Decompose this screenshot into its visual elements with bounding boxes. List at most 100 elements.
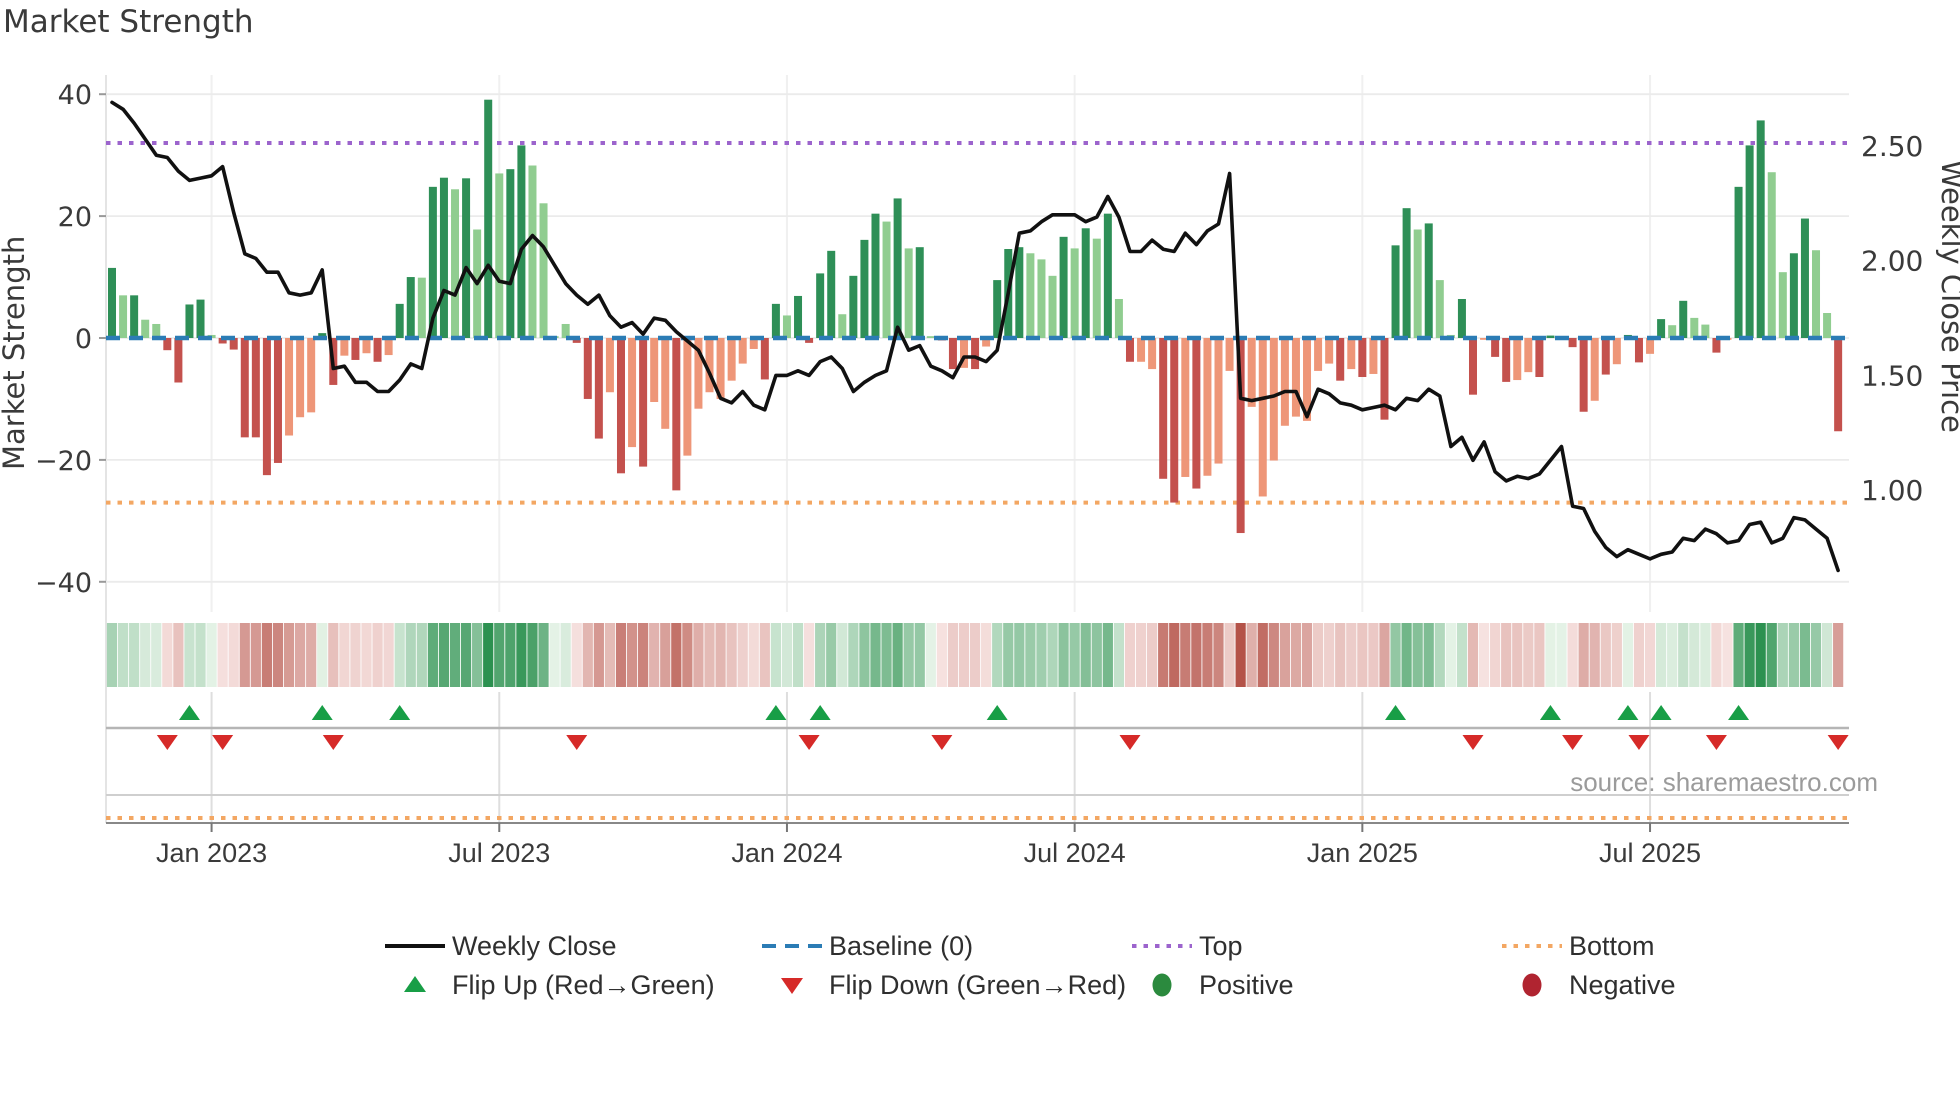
heatmap-cell — [626, 623, 638, 687]
heatmap-cell — [283, 623, 295, 687]
strength-bar — [351, 338, 360, 360]
legend-label: Positive — [1199, 970, 1294, 1000]
strength-bar — [484, 99, 493, 338]
strength-bar — [1236, 338, 1245, 534]
heatmap-cell — [992, 623, 1003, 687]
heatmap-cell — [1147, 623, 1158, 687]
flip-down-marker — [798, 735, 820, 750]
heatmap-cell — [1058, 623, 1069, 687]
positive-dot-icon — [1152, 973, 1172, 997]
heatmap-cell — [792, 623, 804, 687]
heatmap-cell — [1213, 623, 1224, 687]
flip-up-marker — [1539, 705, 1561, 720]
heatmap-cell — [339, 623, 350, 687]
flip-up-marker — [389, 705, 411, 720]
heatmap-cell — [1368, 623, 1379, 687]
strength-bar — [1159, 338, 1168, 479]
strength-bar — [993, 280, 1002, 338]
strength-bar — [1092, 238, 1101, 338]
strength-bar — [882, 221, 891, 338]
strength-bar — [285, 338, 294, 436]
left-tick-label: −40 — [35, 568, 92, 599]
strength-bar — [406, 277, 415, 338]
weekly-close-line — [110, 100, 1840, 573]
flip-up-marker — [809, 705, 831, 720]
heatmap-cell — [162, 623, 173, 687]
heatmap-cell — [1656, 623, 1667, 687]
strength-bar — [816, 273, 825, 338]
heatmap-cell — [361, 623, 372, 687]
chart-title: Market Strength — [3, 4, 254, 40]
heatmap-cell — [947, 623, 959, 687]
strength-bar — [1181, 338, 1190, 477]
heatmap-cell — [106, 623, 118, 687]
heatmap-cell — [1556, 623, 1567, 687]
strength-bar — [1612, 338, 1621, 365]
strength-bar — [760, 338, 769, 380]
heatmap-cell — [1357, 623, 1368, 687]
strength-bar — [1701, 324, 1710, 338]
strength-bar — [1579, 338, 1588, 412]
strength-bar — [948, 338, 957, 370]
strength-bar — [1712, 338, 1721, 353]
heatmap-cell — [206, 623, 217, 687]
x-tick-label: Jul 2024 — [1024, 838, 1126, 868]
strength-bar — [572, 338, 581, 343]
legend-item: Bottom — [1502, 931, 1655, 961]
strength-bar — [1435, 280, 1444, 338]
heatmap-cell — [195, 623, 206, 687]
strength-bar — [1325, 338, 1334, 364]
heatmap-cell — [427, 623, 438, 687]
flip-down-marker — [322, 735, 344, 750]
strength-bar — [1314, 338, 1323, 371]
heatmap-cell — [1689, 623, 1700, 687]
strength-bar — [1015, 247, 1024, 338]
strength-bar — [1756, 120, 1765, 338]
strength-bar — [672, 338, 681, 491]
flip-down-marker — [1827, 735, 1849, 750]
vertical-gridlines — [210, 75, 1652, 823]
strength-bars — [108, 99, 1843, 534]
strength-bar — [1247, 338, 1256, 407]
source-credit: source: sharemaestro.com — [1570, 767, 1878, 797]
heatmap-cell — [129, 623, 140, 687]
heatmap-cell — [1667, 623, 1678, 687]
flip-up-marker — [1728, 705, 1750, 720]
strength-bar — [1690, 317, 1699, 338]
left-tick-label: −20 — [35, 446, 92, 477]
heatmap-cell — [1589, 623, 1600, 687]
strength-bar — [1269, 338, 1278, 461]
strength-bar — [318, 333, 327, 338]
heatmap-cell — [837, 623, 848, 687]
flip-up-marker — [178, 705, 200, 720]
left-tick-label: 40 — [58, 80, 92, 111]
heatmap-cell — [449, 623, 461, 687]
heatmap-cell — [726, 623, 737, 687]
strength-bar — [262, 338, 271, 476]
heatmap-cell — [649, 623, 660, 687]
flip-up-marker — [1650, 705, 1672, 720]
strength-bar — [727, 338, 736, 381]
heatmap-cell — [958, 623, 970, 687]
heatmap-cell — [1744, 623, 1755, 687]
heatmap-cell — [1191, 623, 1202, 687]
flip-down-marker — [1462, 735, 1484, 750]
strength-bar — [1668, 325, 1677, 338]
heatmap-cell — [1379, 623, 1390, 687]
heatmap-cell — [560, 623, 571, 687]
heatmap-cell — [239, 623, 250, 687]
strength-bar — [1568, 338, 1577, 348]
heatmap-cell — [317, 623, 328, 687]
heatmap-cell — [405, 623, 416, 687]
heatmap-cell — [1622, 623, 1634, 687]
strength-bar — [683, 338, 692, 456]
strength-bar — [1303, 338, 1312, 421]
legend-item: Flip Down (Green→Red) — [781, 970, 1126, 1000]
left-tick-label: 20 — [58, 202, 92, 233]
heatmap-cell — [1611, 623, 1622, 687]
heatmap-cell — [1478, 623, 1490, 687]
legend-item: Negative — [1522, 970, 1676, 1000]
heatmap-cell — [848, 623, 859, 687]
heatmap-cell — [1456, 623, 1468, 687]
